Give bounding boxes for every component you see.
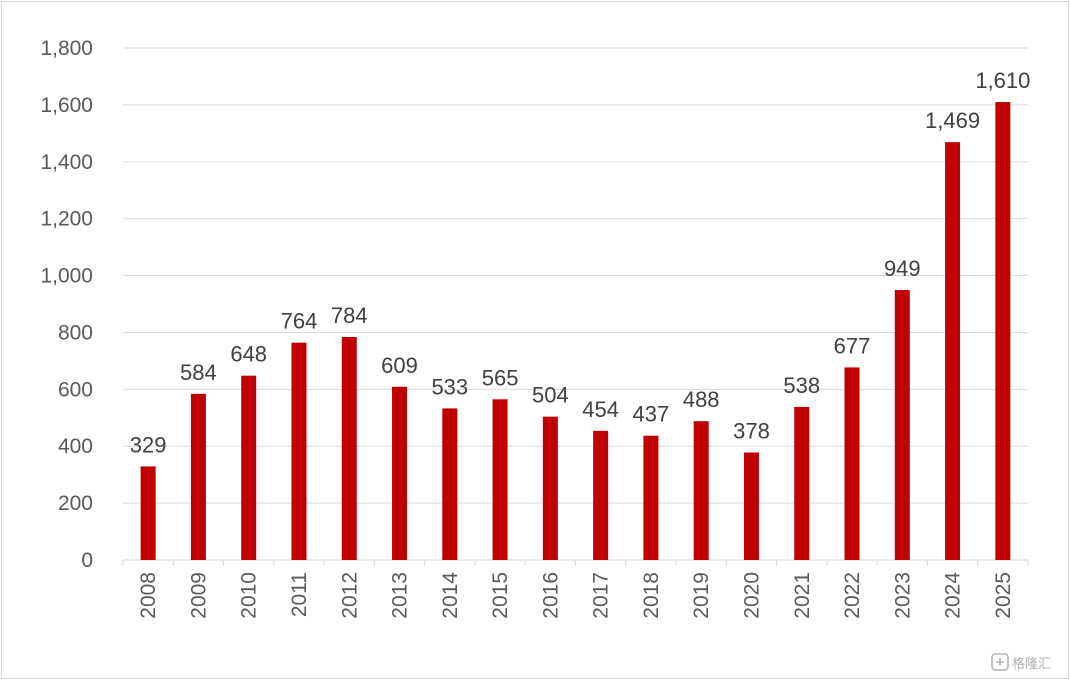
bar bbox=[542, 416, 558, 560]
data-label: 1,610 bbox=[975, 68, 1030, 93]
bar bbox=[291, 342, 307, 560]
bar bbox=[190, 393, 206, 560]
bar bbox=[593, 430, 609, 560]
data-label: 1,469 bbox=[925, 108, 980, 133]
y-tick-label: 800 bbox=[58, 321, 93, 344]
x-tick-label: 2013 bbox=[389, 572, 412, 619]
y-tick-label: 400 bbox=[58, 435, 93, 458]
y-tick-label: 600 bbox=[58, 378, 93, 401]
data-label: 329 bbox=[130, 432, 167, 457]
x-tick-label: 2017 bbox=[590, 572, 613, 619]
bar bbox=[945, 142, 961, 560]
x-tick-label: 2022 bbox=[841, 572, 864, 619]
bar bbox=[844, 367, 860, 560]
bar bbox=[341, 336, 357, 560]
y-tick-label: 0 bbox=[81, 549, 93, 572]
bar bbox=[442, 408, 458, 560]
x-tick-label: 2014 bbox=[439, 572, 462, 619]
bar bbox=[743, 452, 759, 560]
x-tick-label: 2008 bbox=[137, 572, 160, 619]
bar bbox=[140, 466, 156, 560]
data-label: 533 bbox=[431, 374, 468, 399]
bar bbox=[492, 399, 508, 560]
data-label: 565 bbox=[482, 365, 519, 390]
x-tick-label: 2019 bbox=[690, 572, 713, 619]
x-tick-label: 2024 bbox=[942, 572, 965, 619]
data-label: 538 bbox=[783, 373, 820, 398]
x-tick-label: 2011 bbox=[288, 572, 311, 617]
x-tick-label: 2023 bbox=[891, 572, 914, 619]
gelonghui-logo-icon bbox=[991, 653, 1009, 671]
bar bbox=[392, 386, 408, 560]
data-label: 949 bbox=[884, 256, 921, 281]
data-label: 437 bbox=[633, 402, 670, 427]
bar bbox=[894, 290, 910, 560]
x-tick-label: 2021 bbox=[791, 572, 814, 619]
y-tick-label: 1,800 bbox=[40, 37, 93, 60]
x-tick-label: 2010 bbox=[238, 572, 261, 619]
x-tick-label: 2018 bbox=[640, 572, 663, 619]
y-tick-label: 1,400 bbox=[40, 151, 93, 174]
bar bbox=[995, 102, 1011, 561]
bar bbox=[693, 421, 709, 560]
data-label: 504 bbox=[532, 383, 569, 408]
watermark-text: 格隆汇 bbox=[1012, 656, 1051, 671]
x-tick-label: 2015 bbox=[489, 572, 512, 619]
y-tick-label: 1,600 bbox=[40, 94, 93, 117]
data-label: 784 bbox=[331, 303, 368, 328]
x-tick-label: 2012 bbox=[338, 572, 361, 619]
bar bbox=[794, 406, 810, 560]
data-label: 454 bbox=[582, 397, 619, 422]
data-label: 488 bbox=[683, 387, 720, 412]
y-tick-label: 1,200 bbox=[40, 208, 93, 231]
data-label: 648 bbox=[230, 342, 267, 367]
data-label: 609 bbox=[381, 353, 418, 378]
data-label: 677 bbox=[834, 333, 871, 358]
data-label: 764 bbox=[281, 309, 318, 334]
data-label: 378 bbox=[733, 418, 770, 443]
x-tick-label: 2020 bbox=[740, 572, 763, 619]
x-tick-label: 2009 bbox=[187, 572, 210, 619]
y-tick-label: 200 bbox=[58, 492, 93, 515]
bar bbox=[241, 375, 257, 560]
y-tick-label: 1,000 bbox=[40, 265, 93, 288]
x-tick-label: 2016 bbox=[539, 572, 562, 619]
data-label: 584 bbox=[180, 360, 217, 385]
bar bbox=[643, 435, 659, 560]
x-tick-label: 2025 bbox=[992, 572, 1015, 619]
